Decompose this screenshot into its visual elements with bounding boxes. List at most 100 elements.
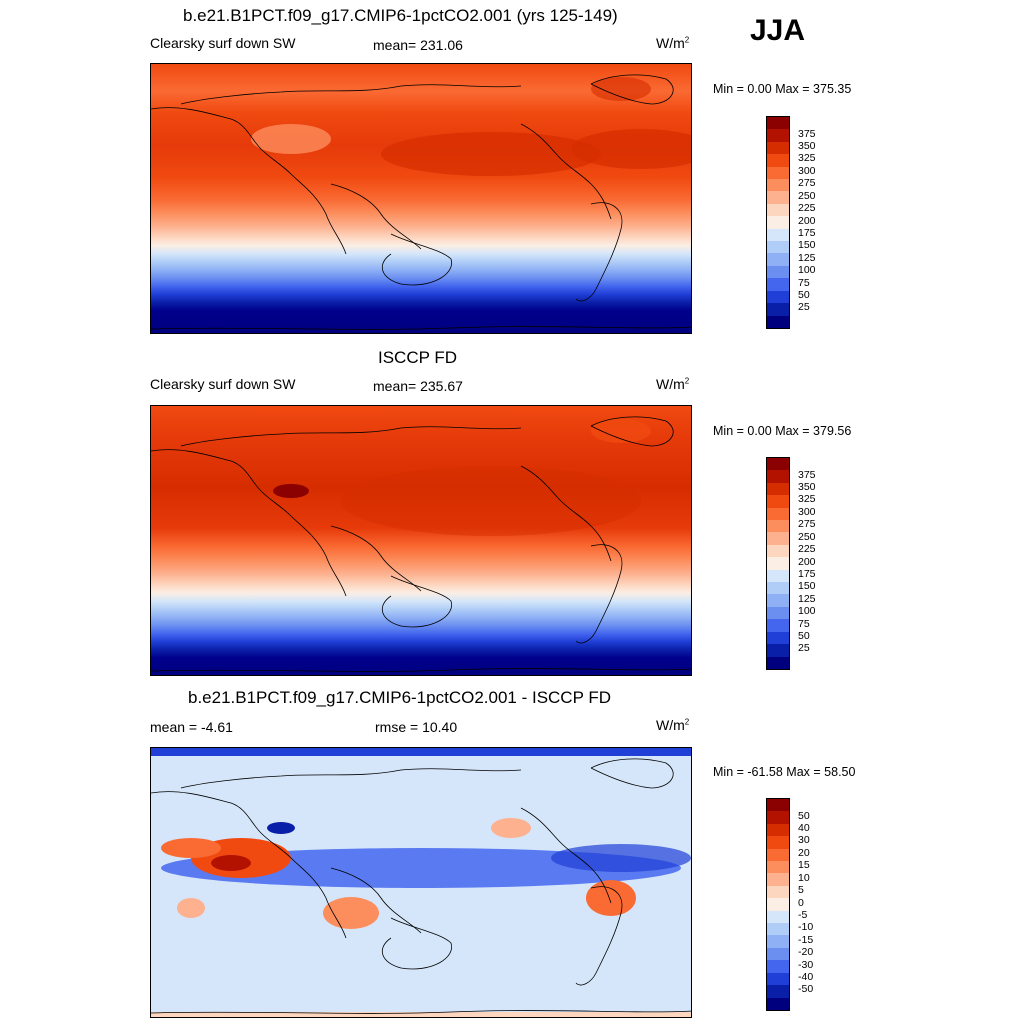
colorbar-tick-label: -5 (798, 908, 808, 921)
colorbar-segment (767, 241, 789, 254)
colorbar-tick-label: 200 (798, 214, 816, 227)
colorbar-tick-label: 150 (798, 580, 816, 593)
panel-1-map (150, 63, 692, 334)
colorbar-segment (767, 848, 789, 862)
colorbar-tick-label: 175 (798, 226, 816, 239)
colorbar-tick-label: 350 (798, 481, 816, 494)
colorbar-segment (767, 947, 789, 961)
colorbar-segment (767, 582, 789, 595)
panel-1-variable: Clearsky surf down SW (150, 35, 296, 51)
colorbar-tick-label: 125 (798, 592, 816, 605)
colorbar-segment (767, 985, 789, 998)
colorbar-segment (767, 811, 789, 824)
colorbar-segment (767, 544, 789, 558)
colorbar-tick-label: 275 (798, 177, 816, 190)
panel-1-mean: mean= 231.06 (373, 37, 463, 53)
colorbar-segment (767, 885, 789, 899)
colorbar-segment (767, 154, 789, 167)
colorbar-tick-label: -50 (798, 983, 814, 996)
colorbar-segment (767, 656, 789, 669)
colorbar-tick-label: 250 (798, 530, 816, 543)
colorbar-tick-label: -30 (798, 958, 814, 971)
colorbar-tick-label: 250 (798, 189, 816, 202)
panel-2-map-svg (151, 406, 691, 675)
colorbar-segment (767, 495, 789, 508)
colorbar-segment (767, 166, 789, 180)
colorbar-segment (767, 644, 789, 657)
colorbar-segment (767, 458, 789, 471)
colorbar-segment (767, 216, 789, 229)
colorbar-segment (767, 898, 789, 911)
colorbar-tick-label: 50 (798, 629, 810, 642)
colorbar-segment (767, 203, 789, 217)
colorbar-tick-label: 175 (798, 567, 816, 580)
colorbar-segment (767, 569, 789, 583)
colorbar-segment (767, 557, 789, 570)
colorbar-segment (767, 265, 789, 279)
panel-3-title: b.e21.B1PCT.f09_g17.CMIP6-1pctCO2.001 - … (188, 688, 611, 707)
colorbar-tick-label: 350 (798, 140, 816, 153)
colorbar-segment (767, 935, 789, 948)
colorbar-segment (767, 836, 789, 849)
colorbar-segment (767, 532, 789, 545)
colorbar-tick-label: 30 (798, 834, 810, 847)
colorbar-segment (767, 191, 789, 204)
panel-2-map (150, 405, 692, 676)
colorbar-tick-label: 325 (798, 152, 816, 165)
colorbar-segment (767, 910, 789, 924)
colorbar-tick-label: 125 (798, 251, 816, 264)
colorbar-tick-label: 75 (798, 617, 810, 630)
colorbar-tick-label: 25 (798, 642, 810, 655)
colorbar-tick-label: 225 (798, 202, 816, 215)
colorbar-tick-label: 20 (798, 846, 810, 859)
colorbar-tick-label: -20 (798, 946, 814, 959)
panel-1-minmax: Min = 0.00 Max = 375.35 (713, 82, 852, 96)
colorbar-segment (767, 179, 789, 192)
colorbar-segment (767, 129, 789, 142)
season-label: JJA (750, 14, 806, 47)
panel-3-rmse: rmse = 10.40 (375, 719, 458, 735)
colorbar-segment (767, 482, 789, 496)
colorbar-segment (767, 861, 789, 874)
colorbar-tick-label: 25 (798, 301, 810, 314)
panel-2-variable: Clearsky surf down SW (150, 376, 296, 392)
panel-3-minmax: Min = -61.58 Max = 58.50 (713, 765, 856, 779)
panel-3-mean: mean = -4.61 (150, 719, 233, 735)
colorbar-tick-label: 0 (798, 896, 804, 909)
colorbar-tick-label: 100 (798, 264, 816, 277)
colorbar-segment (767, 799, 789, 812)
colorbar-tick-label: 300 (798, 505, 816, 518)
panel-2-units: W/m2 (656, 376, 690, 392)
colorbar-segment (767, 228, 789, 242)
colorbar-segment (767, 606, 789, 620)
panel-3-colorbar (766, 798, 790, 1011)
colorbar-segment (767, 520, 789, 533)
colorbar-tick-label: 50 (798, 288, 810, 301)
colorbar-tick-label: 200 (798, 555, 816, 568)
colorbar-segment (767, 619, 789, 632)
colorbar-segment (767, 631, 789, 645)
colorbar-segment (767, 873, 789, 886)
colorbar-tick-label: -15 (798, 933, 814, 946)
colorbar-tick-label: 300 (798, 164, 816, 177)
colorbar-tick-label: 225 (798, 543, 816, 556)
panel-2-colorbar (766, 457, 790, 670)
panel-1-units: W/m2 (656, 35, 690, 51)
colorbar-tick-label: 325 (798, 493, 816, 506)
colorbar-segment (767, 253, 789, 266)
colorbar-tick-label: 275 (798, 518, 816, 531)
colorbar-segment (767, 923, 789, 936)
colorbar-tick-label: 40 (798, 822, 810, 835)
panel-3-map (150, 747, 692, 1018)
colorbar-tick-label: 10 (798, 871, 810, 884)
colorbar-tick-label: 15 (798, 859, 810, 872)
colorbar-segment (767, 594, 789, 607)
colorbar-segment (767, 960, 789, 973)
colorbar-tick-label: -40 (798, 970, 814, 983)
colorbar-tick-label: 5 (798, 884, 804, 897)
colorbar-tick-label: 150 (798, 239, 816, 252)
colorbar-segment (767, 290, 789, 304)
panel-3-map-svg (151, 748, 691, 1017)
colorbar-segment (767, 303, 789, 316)
colorbar-segment (767, 470, 789, 483)
